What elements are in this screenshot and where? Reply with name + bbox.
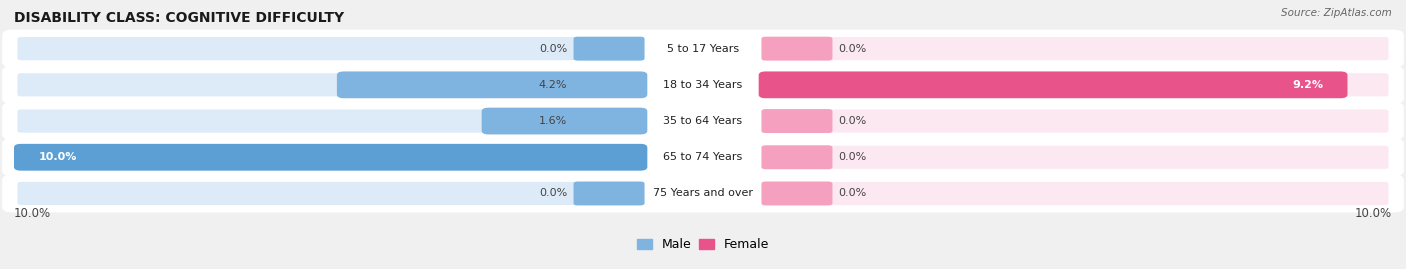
- Text: 0.0%: 0.0%: [538, 189, 567, 199]
- FancyBboxPatch shape: [17, 73, 644, 96]
- FancyBboxPatch shape: [762, 182, 1389, 205]
- Text: 1.6%: 1.6%: [538, 116, 567, 126]
- FancyBboxPatch shape: [574, 109, 644, 133]
- Text: 0.0%: 0.0%: [839, 189, 868, 199]
- FancyBboxPatch shape: [574, 73, 644, 97]
- Text: 18 to 34 Years: 18 to 34 Years: [664, 80, 742, 90]
- FancyBboxPatch shape: [762, 37, 1389, 60]
- FancyBboxPatch shape: [762, 182, 832, 206]
- FancyBboxPatch shape: [574, 182, 644, 206]
- Text: 4.2%: 4.2%: [538, 80, 567, 90]
- Legend: Male, Female: Male, Female: [631, 233, 775, 256]
- FancyBboxPatch shape: [3, 138, 1403, 176]
- FancyBboxPatch shape: [759, 72, 1347, 98]
- Text: 0.0%: 0.0%: [839, 116, 868, 126]
- FancyBboxPatch shape: [3, 175, 1403, 213]
- FancyBboxPatch shape: [762, 37, 832, 61]
- FancyBboxPatch shape: [762, 73, 1389, 96]
- FancyBboxPatch shape: [762, 145, 832, 169]
- FancyBboxPatch shape: [17, 146, 644, 169]
- Text: Source: ZipAtlas.com: Source: ZipAtlas.com: [1281, 8, 1392, 18]
- Text: DISABILITY CLASS: COGNITIVE DIFFICULTY: DISABILITY CLASS: COGNITIVE DIFFICULTY: [14, 11, 344, 25]
- Text: 10.0%: 10.0%: [38, 152, 77, 162]
- FancyBboxPatch shape: [574, 145, 644, 169]
- FancyBboxPatch shape: [3, 30, 1403, 68]
- FancyBboxPatch shape: [762, 109, 1389, 133]
- FancyBboxPatch shape: [3, 66, 1403, 104]
- FancyBboxPatch shape: [17, 109, 644, 133]
- FancyBboxPatch shape: [762, 146, 1389, 169]
- FancyBboxPatch shape: [762, 73, 832, 97]
- Text: 0.0%: 0.0%: [839, 44, 868, 54]
- Text: 10.0%: 10.0%: [14, 207, 51, 220]
- Text: 65 to 74 Years: 65 to 74 Years: [664, 152, 742, 162]
- Text: 0.0%: 0.0%: [538, 44, 567, 54]
- FancyBboxPatch shape: [14, 144, 647, 171]
- Text: 9.2%: 9.2%: [1292, 80, 1323, 90]
- Text: 0.0%: 0.0%: [839, 152, 868, 162]
- Text: 35 to 64 Years: 35 to 64 Years: [664, 116, 742, 126]
- FancyBboxPatch shape: [17, 37, 644, 60]
- Text: 5 to 17 Years: 5 to 17 Years: [666, 44, 740, 54]
- FancyBboxPatch shape: [3, 102, 1403, 140]
- FancyBboxPatch shape: [574, 37, 644, 61]
- FancyBboxPatch shape: [482, 108, 647, 134]
- FancyBboxPatch shape: [337, 72, 647, 98]
- FancyBboxPatch shape: [762, 109, 832, 133]
- FancyBboxPatch shape: [17, 182, 644, 205]
- Text: 10.0%: 10.0%: [1355, 207, 1392, 220]
- Text: 75 Years and over: 75 Years and over: [652, 189, 754, 199]
